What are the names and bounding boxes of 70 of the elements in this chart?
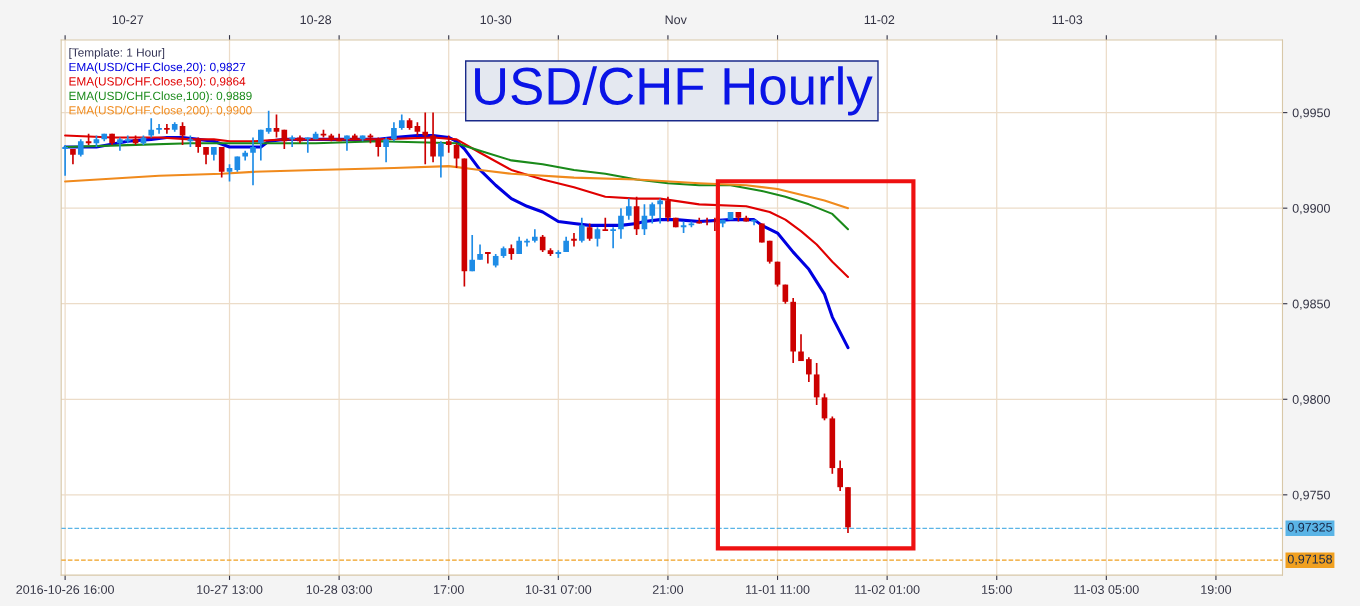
- x-tick-label: 17:00: [434, 585, 464, 594]
- candlestick: [250, 136, 256, 187]
- candlestick: [532, 228, 538, 244]
- ref-line-label: 0,97325: [1287, 522, 1333, 534]
- candlestick: [265, 109, 272, 135]
- candlestick: [62, 144, 68, 177]
- candlestick: [704, 216, 710, 227]
- line-series: [64, 165, 850, 210]
- candlestick: [258, 128, 264, 162]
- candlestick: [383, 136, 389, 164]
- candlestick: [571, 232, 577, 248]
- x-tick-label: 10-28 03:00: [306, 585, 372, 594]
- candlestick: [422, 111, 429, 166]
- text: EMA(USD/CHF.Close,50): 0,9864: [69, 76, 246, 88]
- text: 10-27: [112, 15, 144, 25]
- candlestick: [445, 134, 452, 154]
- text: EMA(USD/CHF.Close,100): 0,9889: [69, 91, 252, 103]
- text: EMA(USD/CHF.Close,200): 0,9900: [69, 105, 252, 117]
- candlestick: [273, 113, 280, 139]
- candlestick: [798, 333, 804, 362]
- y-tick-label: 0,9750: [1292, 490, 1330, 501]
- text: EMA(USD/CHF.Close,20): 0,9827: [69, 62, 246, 74]
- candlestick: [304, 136, 311, 154]
- annotation: [Template: 1 Hour]: [69, 48, 165, 60]
- text: 10-30: [480, 15, 512, 25]
- chart-title: USD/CHF Hourly: [475, 66, 873, 116]
- candlestick: [469, 234, 476, 273]
- ref-line-label: 0,97158: [1287, 554, 1333, 566]
- x-tick-label: 21:00: [652, 585, 684, 594]
- text: 11-03: [1052, 15, 1083, 25]
- candlestick: [594, 226, 601, 248]
- x-tick-label: 2016-10-26 16:00: [16, 585, 114, 594]
- x-tick-label: 15:00: [982, 585, 1012, 594]
- candlestick: [179, 121, 186, 146]
- candlestick: [602, 216, 609, 232]
- candlestick: [712, 216, 718, 232]
- x-tick-label: 19:00: [1201, 585, 1232, 594]
- candlestick: [618, 207, 624, 240]
- candlestick: [164, 123, 170, 135]
- x-tick-label: 11-03 05:00: [1074, 585, 1139, 594]
- candlestick: [649, 201, 656, 225]
- y-tick-label: 0,9800: [1292, 395, 1330, 406]
- candlestick: [117, 136, 123, 152]
- candlestick: [578, 216, 585, 244]
- candlestick: [289, 134, 295, 148]
- text: 10-28: [300, 15, 332, 25]
- candlestick: [610, 226, 616, 250]
- candlestick: [837, 459, 843, 492]
- y-tick-label: 0,9900: [1292, 203, 1330, 215]
- candlestick: [148, 117, 155, 139]
- x-tick-label: 10-27 13:00: [197, 585, 263, 594]
- y-tick-label: 0,9850: [1292, 299, 1330, 310]
- text: Nov: [665, 15, 687, 25]
- x-tick-label: 11-02 01:00: [855, 585, 920, 594]
- candlestick: [430, 111, 436, 164]
- candlestick: [375, 136, 382, 158]
- line-series: [64, 140, 850, 231]
- candlestick: [555, 249, 562, 259]
- candlestick: [806, 356, 812, 383]
- x-tick-label: 11-01 11:00: [746, 585, 810, 594]
- candlestick: [391, 121, 397, 143]
- candlestick: [438, 140, 444, 179]
- y-tick-label: 0,9950: [1292, 108, 1330, 119]
- candlestick: [625, 197, 632, 221]
- candlestick: [759, 222, 765, 244]
- text: 11-02: [864, 15, 895, 25]
- candlestick: [156, 123, 162, 135]
- x-tick-label: 10-31 07:00: [525, 585, 592, 594]
- candlestick: [485, 251, 491, 265]
- candlestick: [665, 195, 671, 223]
